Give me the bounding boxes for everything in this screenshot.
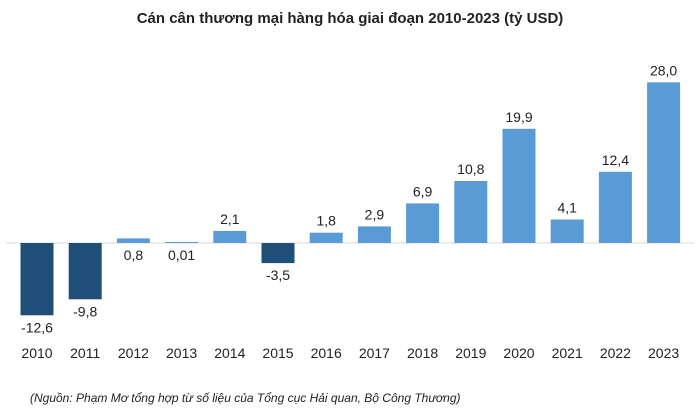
source-note: (Nguồn: Phạm Mơ tổng hợp từ số liệu của …: [30, 391, 461, 405]
bar-2017: [357, 226, 391, 243]
data-label-2010: -12,6: [21, 319, 53, 335]
data-label-2011: -9,8: [73, 303, 97, 319]
x-tick-label-2022: 2022: [600, 345, 631, 361]
data-label-2016: 1,8: [316, 213, 336, 229]
bar-2013: [165, 242, 199, 243]
data-label-2021: 4,1: [557, 200, 577, 216]
bar-2018: [406, 203, 440, 243]
x-tick-label-2011: 2011: [70, 345, 100, 361]
bar-2021: [550, 219, 584, 243]
bar-2019: [454, 181, 488, 243]
x-tick-label-2014: 2014: [214, 345, 245, 361]
data-label-2018: 6,9: [413, 183, 433, 199]
data-label-2022: 12,4: [602, 152, 629, 168]
x-tick-label-2019: 2019: [455, 345, 486, 361]
x-tick-label-2020: 2020: [503, 345, 534, 361]
bar-2022: [598, 171, 632, 243]
x-tick-label-2018: 2018: [407, 345, 438, 361]
x-tick-label-2010: 2010: [21, 345, 52, 361]
data-label-2014: 2,1: [220, 211, 240, 227]
x-tick-label-2012: 2012: [118, 345, 149, 361]
bar-2015: [261, 243, 295, 264]
data-label-2019: 10,8: [457, 161, 484, 177]
bar-2011: [68, 243, 102, 300]
bar-2010: [20, 243, 54, 316]
bar-2016: [309, 232, 343, 243]
x-tick-label-2015: 2015: [262, 345, 293, 361]
bar-2012: [116, 238, 150, 243]
data-label-2020: 19,9: [505, 109, 532, 125]
data-label-2023: 28,0: [650, 62, 677, 78]
bar-2014: [213, 230, 247, 243]
x-tick-label-2017: 2017: [359, 345, 390, 361]
bar-2023: [647, 82, 681, 243]
data-label-2013: 0,01: [168, 247, 195, 263]
x-tick-label-2023: 2023: [648, 345, 679, 361]
x-tick-label-2021: 2021: [552, 345, 583, 361]
chart-title: Cán cân thương mại hàng hóa giai đoạn 20…: [136, 10, 564, 27]
x-tick-label-2013: 2013: [166, 345, 197, 361]
x-tick-label-2016: 2016: [311, 345, 342, 361]
data-label-2015: -3,5: [266, 267, 290, 283]
bar-2020: [502, 128, 536, 243]
data-label-2012: 0,8: [124, 247, 144, 263]
data-label-2017: 2,9: [365, 206, 385, 222]
